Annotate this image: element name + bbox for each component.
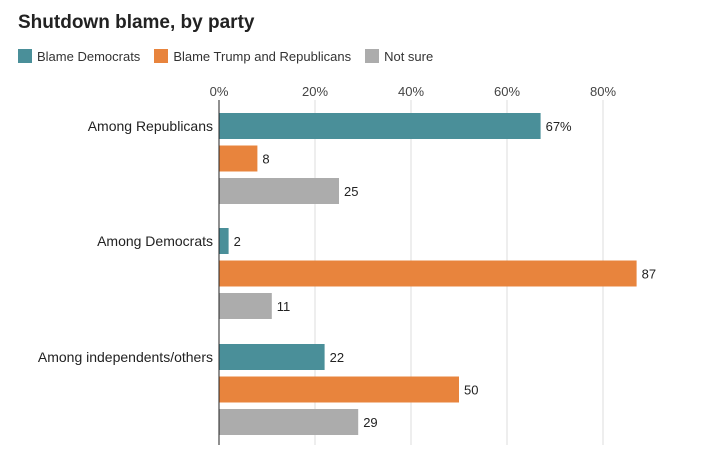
legend-swatch-not-sure: [365, 49, 380, 63]
legend-item-blame-trump-republicans: Blame Trump and Republicans: [154, 49, 351, 64]
bar-among-republicans-blame-democrats: [219, 113, 541, 139]
bar-among-democrats-blame-trump-and-republicans: [219, 260, 637, 287]
value-label-among-independents-others-blame-democrats: 22: [330, 350, 344, 365]
category-label-among-independents-others: Among independents/others: [38, 349, 213, 365]
legend: Blame Democrats Blame Trump and Republic…: [18, 47, 447, 65]
value-label-among-democrats-blame-trump-and-republicans: 87: [642, 267, 656, 282]
x-tick-label: 60%: [494, 84, 520, 99]
value-label-among-republicans-blame-democrats: 67%: [546, 119, 572, 134]
value-label-among-democrats-blame-democrats: 2: [234, 234, 241, 249]
bar-among-democrats-not-sure: [219, 293, 272, 319]
category-label-among-democrats: Among Democrats: [97, 233, 213, 249]
bar-among-independents-others-blame-democrats: [219, 344, 325, 370]
chart-title: Shutdown blame, by party: [18, 12, 255, 33]
legend-label-blame-trump-republicans: Blame Trump and Republicans: [173, 48, 352, 64]
value-label-among-independents-others-not-sure: 29: [363, 415, 377, 430]
category-label-among-republicans: Among Republicans: [88, 118, 213, 134]
legend-label-blame-democrats: Blame Democrats: [37, 48, 141, 64]
value-label-among-democrats-not-sure: 11: [277, 299, 291, 314]
bar-among-independents-others-blame-trump-and-republicans: [219, 376, 459, 403]
legend-swatch-blame-democrats: [18, 49, 32, 63]
legend-label-not-sure: Not sure: [384, 48, 434, 64]
bar-among-democrats-blame-democrats: [219, 228, 229, 254]
legend-item-not-sure: Not sure: [365, 49, 433, 64]
bar-among-republicans-blame-trump-and-republicans: [219, 145, 258, 172]
x-tick-label: 0%: [210, 84, 229, 99]
bar-among-republicans-not-sure: [219, 178, 339, 204]
legend-swatch-blame-trump-republicans: [154, 49, 169, 63]
bar-among-independents-others-not-sure: [219, 409, 359, 435]
x-tick-label: 80%: [590, 84, 616, 99]
x-tick-label: 40%: [398, 84, 424, 99]
value-label-among-independents-others-blame-trump-and-republicans: 50: [464, 383, 478, 398]
x-tick-label: 20%: [302, 84, 328, 99]
value-label-among-republicans-blame-trump-and-republicans: 8: [262, 152, 269, 167]
legend-item-blame-democrats: Blame Democrats: [18, 49, 140, 64]
value-label-among-republicans-not-sure: 25: [344, 184, 358, 199]
